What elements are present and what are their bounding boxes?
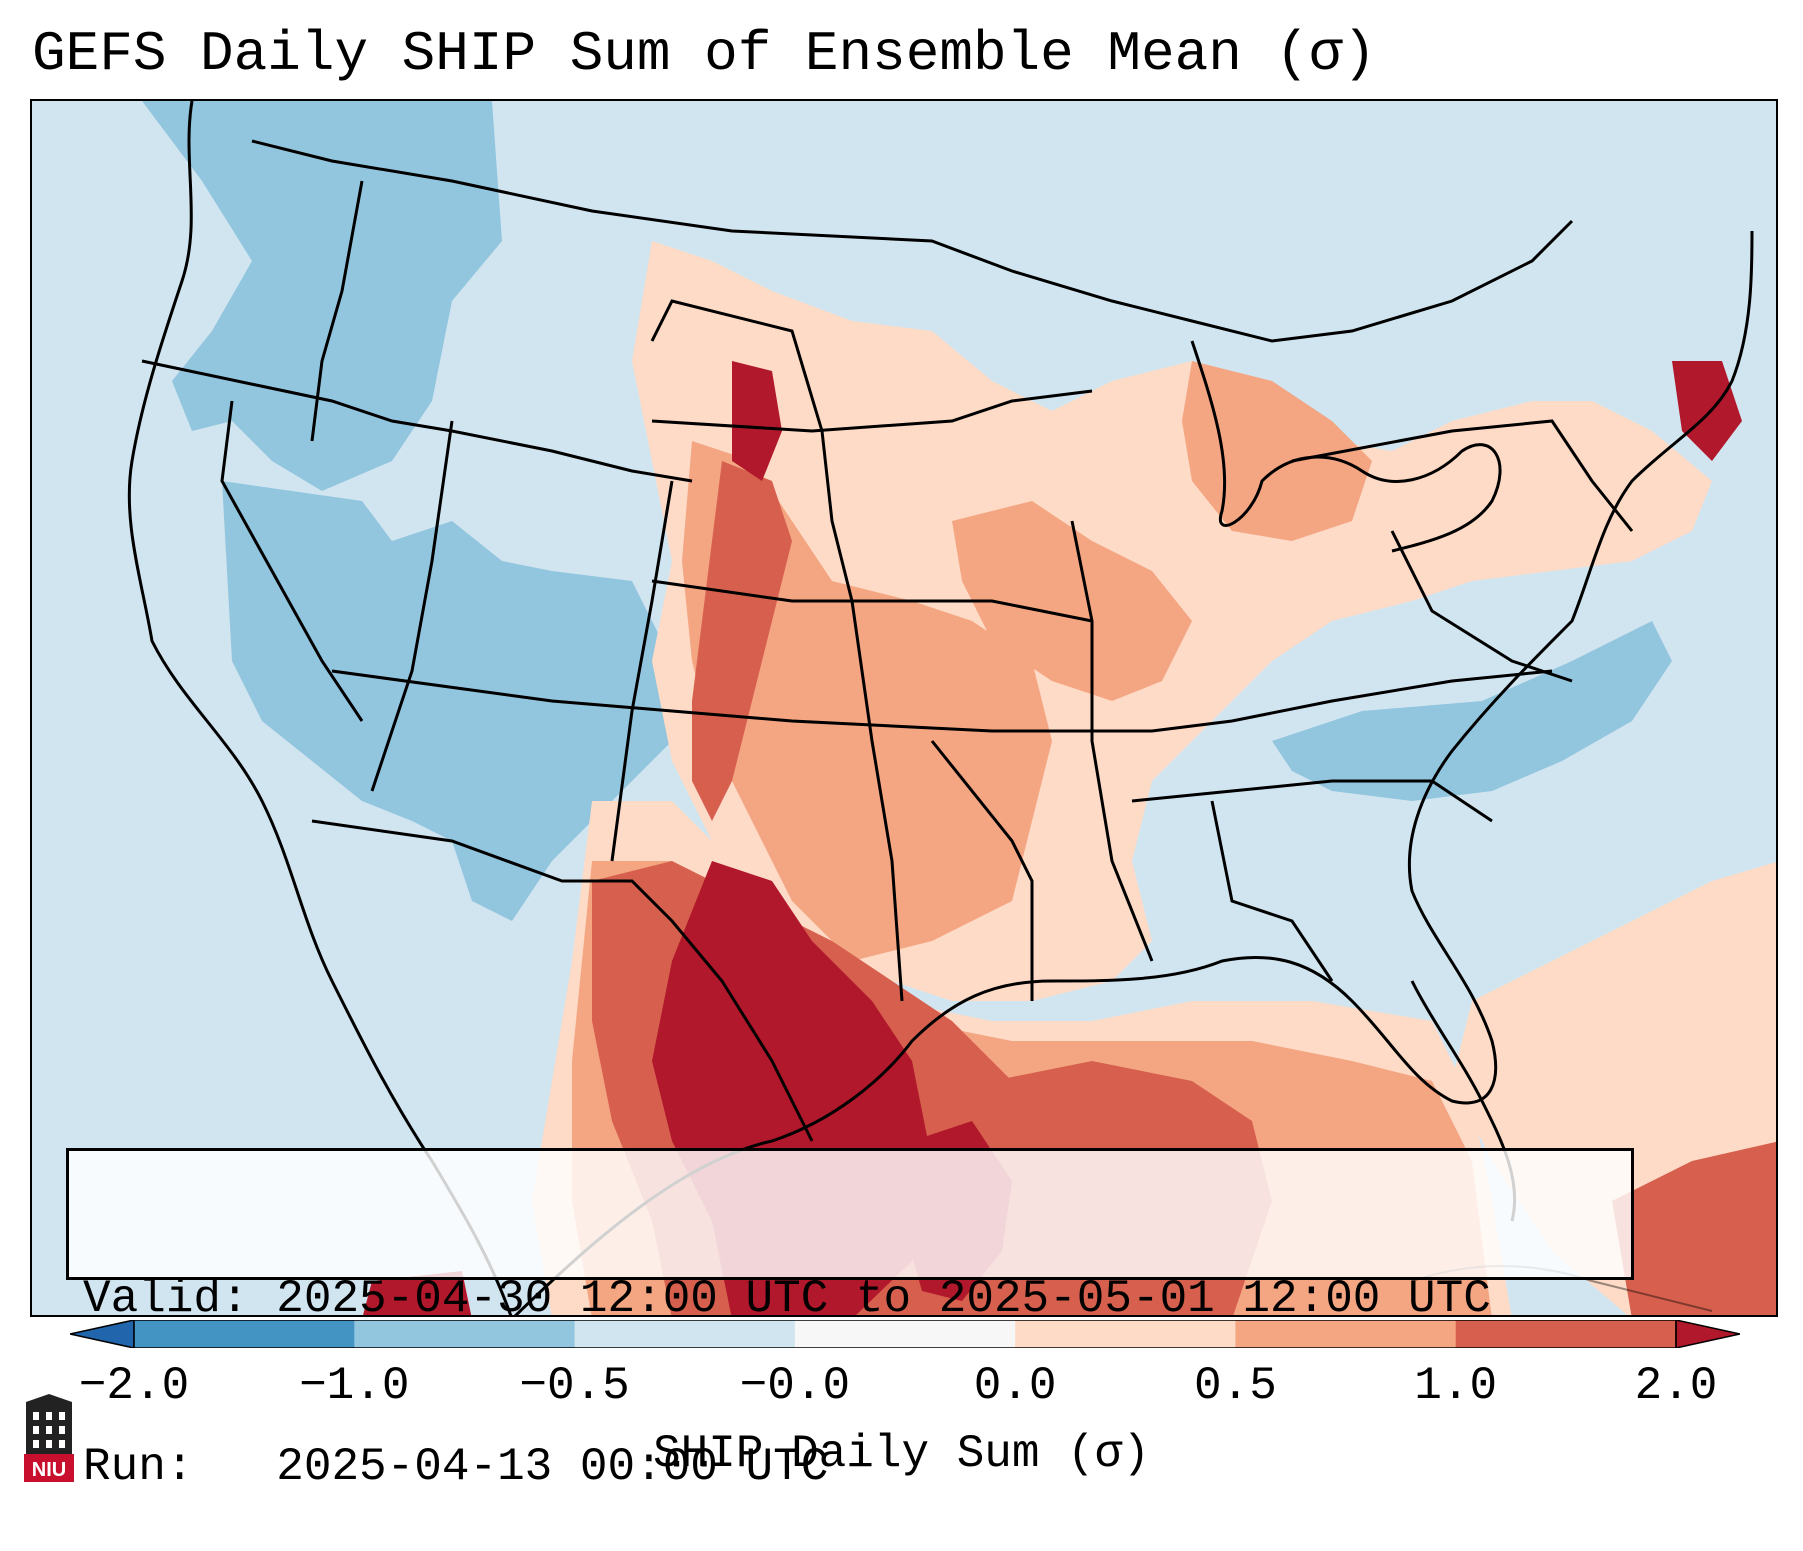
colorbar-segment bbox=[1015, 1320, 1236, 1348]
moderate-region-greatlakes bbox=[1182, 361, 1372, 541]
negative-region-southeast bbox=[1272, 621, 1672, 801]
extreme-region-panhandle bbox=[732, 361, 782, 481]
negative-region-great-basin bbox=[222, 481, 672, 921]
state-line-5 bbox=[331, 669, 1553, 733]
field-map bbox=[127, 101, 1776, 1315]
strong-region-caribbean bbox=[1612, 1141, 1776, 1315]
colorbar-label: SHIP Daily Sum (σ) bbox=[653, 1428, 1150, 1480]
valid-run-info-box: Valid: 2025-04-30 12:00 UTC to 2025-05-0… bbox=[66, 1148, 1634, 1493]
state-line-2 bbox=[310, 180, 364, 442]
state-line-15 bbox=[1390, 530, 1573, 683]
colorbar-tick-label: 0.5 bbox=[1194, 1360, 1277, 1412]
colorbar-tick-label: 2.0 bbox=[1634, 1360, 1718, 1412]
state-line-9 bbox=[651, 579, 1093, 623]
state-line-12 bbox=[1131, 779, 1493, 823]
logo-text: NIU bbox=[32, 1459, 66, 1481]
canada-border bbox=[251, 139, 1574, 343]
colorbar-outline bbox=[133, 1320, 1677, 1348]
niu-logo: NIU bbox=[24, 1394, 74, 1482]
anomaly-field bbox=[142, 101, 1776, 1315]
page-title: GEFS Daily SHIP Sum of Ensemble Mean (σ) bbox=[32, 22, 1377, 86]
state-line-3 bbox=[220, 400, 364, 722]
state-line-10 bbox=[930, 740, 1034, 1001]
state-line-13 bbox=[1210, 800, 1334, 982]
colorbar-segment bbox=[794, 1320, 1016, 1348]
colorbar-tick-label: −0.5 bbox=[519, 1360, 630, 1412]
valid-time-text: Valid: 2025-04-30 12:00 UTC to 2025-05-0… bbox=[83, 1273, 1491, 1325]
colorbar-segment bbox=[354, 1320, 576, 1348]
run-time-text: Run: 2025-04-13 00:00 UTC bbox=[83, 1441, 829, 1493]
colorbar-tick-label: 0.0 bbox=[973, 1360, 1057, 1412]
state-line-11 bbox=[1070, 520, 1154, 962]
map-panel bbox=[30, 99, 1778, 1317]
colorbar-tick-label: −2.0 bbox=[78, 1360, 190, 1412]
negative-region-northwest bbox=[142, 101, 502, 491]
colorbar-tick-label: −0.0 bbox=[739, 1360, 851, 1412]
mexico-border bbox=[311, 819, 814, 1142]
colorbar-segment bbox=[134, 1320, 355, 1348]
state-line-14 bbox=[1291, 419, 1634, 532]
colorbar bbox=[70, 1320, 1740, 1348]
colorbar-tick-label: 1.0 bbox=[1414, 1360, 1498, 1412]
state-line-4 bbox=[370, 420, 454, 792]
extreme-region-newengland bbox=[1672, 361, 1742, 461]
state-line-6 bbox=[610, 480, 674, 862]
colorbar-extend-high bbox=[1675, 1320, 1740, 1348]
moderate-region-midwest bbox=[952, 501, 1192, 701]
colorbar-extend-low bbox=[70, 1320, 135, 1348]
extreme-region-baja bbox=[363, 1271, 472, 1315]
boundaries bbox=[127, 101, 1754, 1315]
colorbar-segment bbox=[1455, 1320, 1677, 1348]
great-lakes bbox=[1190, 340, 1502, 553]
colorbar-segment bbox=[1235, 1320, 1457, 1348]
pacific-coastline bbox=[127, 101, 513, 1315]
colorbar-tick-label: −1.0 bbox=[299, 1360, 410, 1412]
colorbar-segment bbox=[574, 1320, 796, 1348]
strong-region-highplains bbox=[692, 461, 792, 821]
state-line-8 bbox=[651, 389, 1093, 433]
state-line-7 bbox=[650, 299, 904, 1002]
